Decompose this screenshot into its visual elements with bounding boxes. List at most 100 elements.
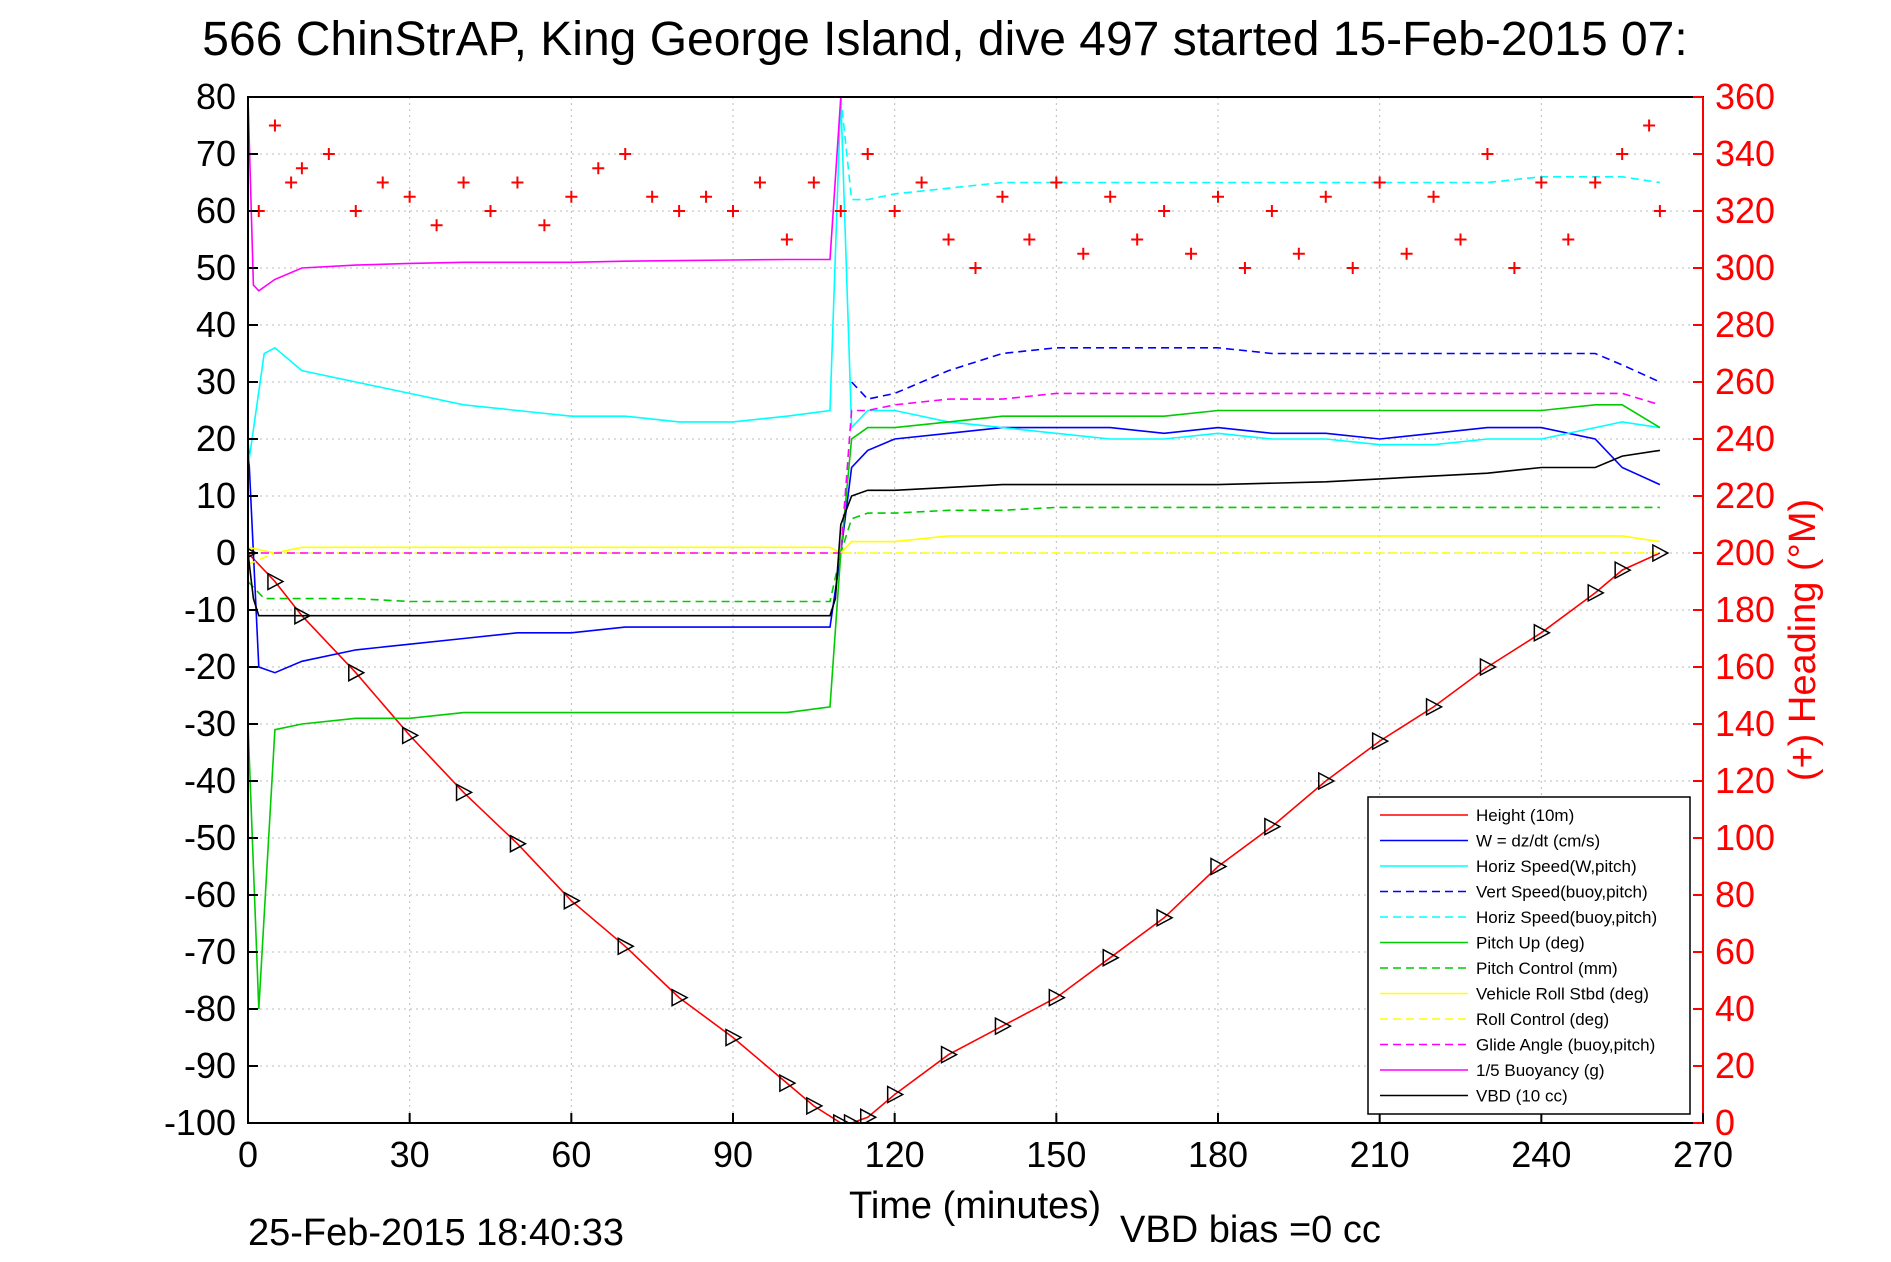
y-tick-label-12: -40 [184,760,236,801]
y2-tick-label-4: 280 [1715,304,1775,345]
y2-axis-label: (+) Heading (°M) [1782,499,1824,781]
depth-marker-23 [1264,817,1282,836]
legend-label-3: Vert Speed(buoy,pitch) [1476,883,1648,902]
heading-marker-5 [349,205,362,217]
heading-marker-32 [1077,247,1090,260]
depth-marker-24 [1318,771,1336,791]
heading-marker-9 [457,176,470,189]
y2-tick-label-7: 220 [1715,475,1775,516]
legend-label-11: VBD (10 cc) [1476,1087,1568,1106]
heading-marker-53 [1643,119,1656,132]
heading-marker-13 [565,190,578,203]
heading-marker-35 [1158,205,1171,217]
depth-marker-5 [455,783,474,802]
heading-marker-30 [1023,233,1036,246]
heading-marker-34 [1131,233,1144,246]
depth-marker-1 [267,572,285,591]
heading-marker-19 [727,205,739,217]
y2-tick-label-18: 0 [1715,1102,1735,1143]
heading-marker-52 [1616,148,1629,160]
depth-marker-6 [509,834,528,853]
series-line-10 [248,97,847,292]
heading-marker-54 [1653,205,1666,217]
depth-marker-29 [1587,583,1605,603]
vbd-bias-label: VBD bias =0 cc [1120,1209,1381,1251]
y2-tick-label-9: 180 [1715,589,1775,630]
y2-tick-label-15: 60 [1715,931,1755,972]
y-tick-label-8: 0 [216,532,236,573]
x-tick-label-2: 60 [551,1134,591,1175]
heading-marker-29 [996,190,1009,203]
series-line-9 [248,392,1661,554]
y-tick-label-1: 70 [196,133,236,174]
depth-marker-11 [779,1073,797,1093]
heading-marker-49 [1535,176,1548,189]
x-tick-label-7: 210 [1350,1134,1410,1175]
depth-marker-16 [886,1085,905,1104]
legend-label-0: Height (10m) [1476,806,1574,825]
heading-marker-48 [1508,262,1521,274]
series-line-5 [248,403,1661,1010]
legend-label-2: Horiz Speed(W,pitch) [1476,857,1637,876]
depth-marker-4 [401,726,420,745]
legend-label-10: 1/5 Buoyancy (g) [1476,1061,1605,1080]
x-axis-label: Time (minutes) [849,1185,1101,1227]
depth-marker-21 [1156,908,1174,928]
heading-marker-37 [1212,190,1224,203]
y-tick-label-3: 50 [196,247,236,288]
series-line-0 [248,552,1661,1123]
y-tick-label-13: -50 [184,817,236,858]
x-tick-label-6: 180 [1188,1134,1248,1175]
y2-tick-label-12: 120 [1715,760,1775,801]
y-tick-label-17: -90 [184,1045,236,1086]
x-tick-label-1: 30 [390,1134,430,1175]
heading-marker-23 [834,205,847,217]
heading-marker-17 [673,205,686,217]
legend-label-6: Pitch Control (mm) [1476,959,1618,978]
x-tick-label-9: 270 [1673,1134,1733,1175]
y2-tick-label-16: 40 [1715,988,1755,1029]
heading-marker-38 [1238,262,1251,274]
heading-marker-31 [1050,176,1063,189]
y-tick-label-7: 10 [196,475,236,516]
heading-marker-20 [753,176,766,189]
y2-tick-label-14: 80 [1715,874,1755,915]
heading-marker-15 [619,148,632,160]
series-line-7 [248,535,1661,554]
depth-marker-18 [994,1016,1013,1036]
heading-marker-25 [888,205,901,217]
depth-marker-9 [671,988,689,1007]
heading-marker-46 [1454,233,1467,246]
depth-marker-8 [617,937,635,956]
depth-marker-15 [859,1108,878,1123]
y2-tick-label-0: 360 [1715,76,1775,117]
heading-marker-22 [807,176,820,189]
depth-marker-27 [1479,657,1498,677]
depth-marker-17 [940,1045,959,1064]
legend-label-9: Glide Angle (buoy,pitch) [1476,1036,1655,1055]
y2-tick-label-1: 340 [1715,133,1775,174]
y-tick-label-6: 20 [196,418,236,459]
depth-marker-12 [806,1096,824,1116]
depth-marker-30 [1614,560,1632,580]
heading-marker-36 [1185,247,1198,260]
y-tick-label-15: -70 [184,931,236,972]
legend: Height (10m) W = dz/dt (cm/s) Horiz Speed(… [1367,796,1691,1115]
heading-marker-24 [861,148,874,160]
heading-marker-11 [511,176,524,189]
x-tick-labels: 0 30 60 90 120 150 180 210 240 270 [238,1113,1733,1175]
y-tick-label-11: -30 [184,703,236,744]
y-tick-labels: 80 70 60 50 40 30 20 10 0 -10 -20 -30 -40 -50 -60 -70 -8… [164,76,258,1143]
heading-marker-51 [1589,176,1602,189]
y2-tick-label-8: 200 [1715,532,1775,573]
y2-tick-label-10: 160 [1715,646,1775,687]
heading-marker-4 [322,148,335,160]
legend-box [1367,796,1691,1115]
heading-marker-43 [1373,176,1386,189]
heading-marker-41 [1319,190,1332,203]
x-tick-label-5: 150 [1026,1134,1086,1175]
heading-marker-21 [780,233,793,246]
heading-marker-2 [285,176,298,189]
heading-marker-27 [942,233,955,246]
